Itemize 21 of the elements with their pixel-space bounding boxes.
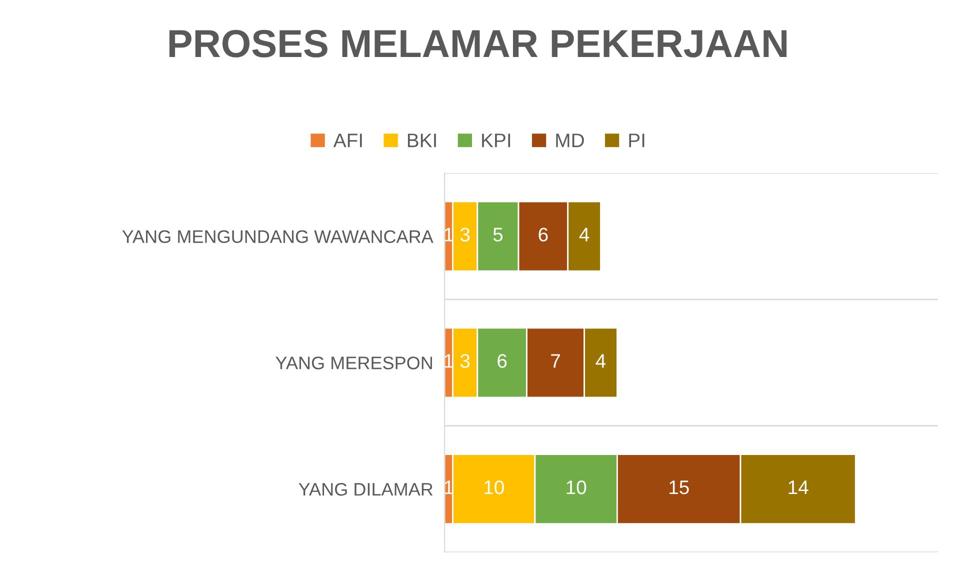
legend-label: MD [556, 134, 584, 148]
data-label: 4 [579, 228, 590, 242]
data-label: 6 [538, 228, 548, 242]
data-label: 14 [788, 480, 808, 494]
data-label: 3 [460, 354, 470, 368]
y-tick-label: YANG MERESPON [276, 356, 432, 370]
data-label: 6 [498, 354, 507, 368]
chart-title: PROSES MELAMAR PEKERJAAN [169, 30, 787, 58]
legend-label: PI [629, 134, 644, 148]
data-label: 7 [551, 354, 560, 368]
data-label: 5 [493, 228, 503, 242]
y-tick-label: YANG MENGUNDANG WAWANCARA [122, 230, 434, 243]
y-tick-label: YANG DILAMAR [298, 482, 433, 496]
data-label: 10 [566, 480, 586, 494]
data-label: 3 [460, 228, 470, 242]
legend-label: BKI [408, 134, 436, 148]
legend-label: AFI [333, 134, 362, 148]
data-label: 15 [670, 480, 689, 494]
data-label: 4 [596, 354, 606, 368]
legend-label: KPI [482, 134, 510, 148]
data-label: 10 [484, 480, 504, 494]
